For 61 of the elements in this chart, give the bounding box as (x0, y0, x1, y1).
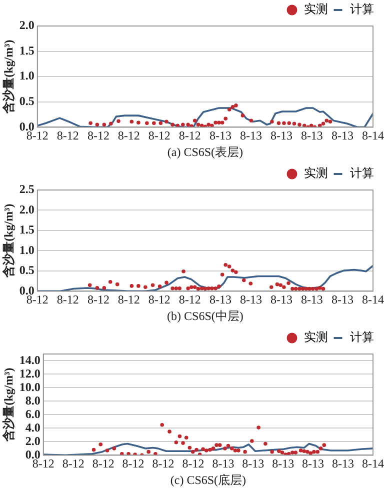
x-tick-label: 8-14 (362, 456, 384, 471)
x-axis-title: (c) CS6S(底层) (170, 472, 246, 487)
y-tick-label: 1.0 (19, 68, 34, 83)
y-tick-label: 0.5 (19, 94, 34, 108)
y-tick-label: 0.5 (19, 263, 34, 278)
y-tick-label: 14.0 (19, 352, 40, 367)
x-tick-label: 8-13 (272, 456, 294, 471)
y-tick-label: 2.0 (25, 434, 40, 448)
legend-label: 计算 (350, 330, 374, 344)
x-tick-label: 8-14 (362, 128, 384, 143)
x-tick-label: 8-12 (56, 292, 79, 307)
x-tick-label: 8-12 (152, 456, 174, 471)
x-tick-label: 8-13 (332, 456, 354, 471)
x-tick-label: 8-14 (362, 292, 384, 307)
y-tick-label: 12.0 (19, 366, 40, 380)
x-tick-label: 8-12 (122, 456, 144, 471)
x-tick-label: 8-12 (148, 292, 170, 307)
x-tick-label: 8-12 (182, 456, 204, 471)
y-tick-label: 1.5 (19, 222, 34, 237)
x-axis-title: (a) CS6S(表层) (167, 144, 244, 159)
x-tick-label: 8-12 (87, 292, 110, 307)
x-tick-label: 8-12 (56, 128, 79, 143)
x-tick-label: 8-13 (242, 456, 264, 471)
y-tick-label: 2.0 (19, 202, 34, 216)
legend-label: 实测 (304, 166, 328, 180)
x-tick-label: 8-12 (118, 292, 140, 307)
y-axis-title: 含沙量(kg/m³) (1, 40, 16, 114)
x-tick-label: 8-13 (240, 292, 262, 307)
legend-label: 实测 (304, 2, 328, 16)
x-tick-label: 8-13 (270, 292, 293, 307)
legend-label: 实测 (304, 330, 328, 344)
y-tick-label: 4.0 (25, 420, 40, 434)
y-tick-label: 6.0 (25, 406, 40, 421)
x-tick-label: 8-13 (209, 128, 232, 143)
x-tick-label: 8-12 (178, 292, 201, 307)
x-tick-label: 8-13 (331, 292, 354, 307)
y-tick-label: 2.0 (19, 18, 34, 32)
x-tick-label: 8-13 (302, 456, 324, 471)
x-tick-label: 8-13 (300, 292, 323, 307)
x-tick-label: 8-12 (178, 128, 201, 143)
y-axis-title: 含沙量(kg/m³) (1, 368, 16, 442)
x-tick-label: 8-13 (300, 128, 323, 143)
x-axis-title: (b) CS6S(中层) (167, 308, 244, 323)
x-tick-label: 8-13 (270, 128, 293, 143)
y-axis-title: 含沙量(kg/m³) (1, 204, 16, 278)
x-tick-label: 8-12 (118, 128, 140, 143)
y-tick-label: 8.0 (25, 393, 40, 408)
x-tick-label: 8-13 (331, 128, 354, 143)
x-tick-label: 8-13 (240, 128, 262, 143)
y-tick-label: 1.0 (19, 242, 34, 257)
x-tick-label: 8-12 (148, 128, 170, 143)
x-tick-label: 8-12 (92, 456, 114, 471)
x-tick-label: 8-13 (212, 456, 234, 471)
x-tick-label: 8-12 (87, 128, 110, 143)
y-tick-label: 10.0 (19, 380, 40, 394)
y-tick-label: 2.5 (19, 182, 34, 196)
x-tick-label: 8-12 (62, 456, 84, 471)
x-tick-label: 8-13 (209, 292, 232, 307)
legend-label: 计算 (350, 2, 374, 16)
legend-label: 计算 (350, 166, 374, 180)
y-tick-label: 1.5 (19, 43, 34, 58)
